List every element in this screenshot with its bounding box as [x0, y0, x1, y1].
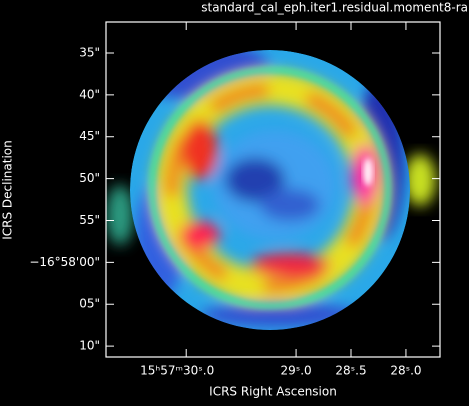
x-tick-label: 15ʰ57ᵐ30ˢ.0 [140, 364, 214, 378]
chart-title: standard_cal_eph.iter1.residual.moment8-… [201, 1, 468, 15]
x-tick-label: 28ˢ.5 [335, 364, 366, 378]
y-axis-label: ICRS Declination [1, 140, 15, 240]
y-tick-label: 45" [79, 129, 100, 143]
y-tick-label: −16°58'00" [29, 255, 100, 269]
image-background [106, 154, 436, 245]
x-tick-label: 28ˢ.0 [390, 364, 421, 378]
x-tick-label: 29ˢ.0 [280, 364, 311, 378]
y-tick-label: 05" [79, 297, 100, 311]
y-tick-label: 35" [79, 45, 100, 59]
image-disk [130, 50, 410, 330]
y-tick-label: 50" [79, 171, 100, 185]
y-tick-label: 55" [79, 213, 100, 227]
y-tick-label: 10" [79, 339, 100, 353]
frame [105, 21, 441, 358]
x-axis-label: ICRS Right Ascension [209, 385, 337, 399]
y-tick-label: 40" [79, 87, 100, 101]
